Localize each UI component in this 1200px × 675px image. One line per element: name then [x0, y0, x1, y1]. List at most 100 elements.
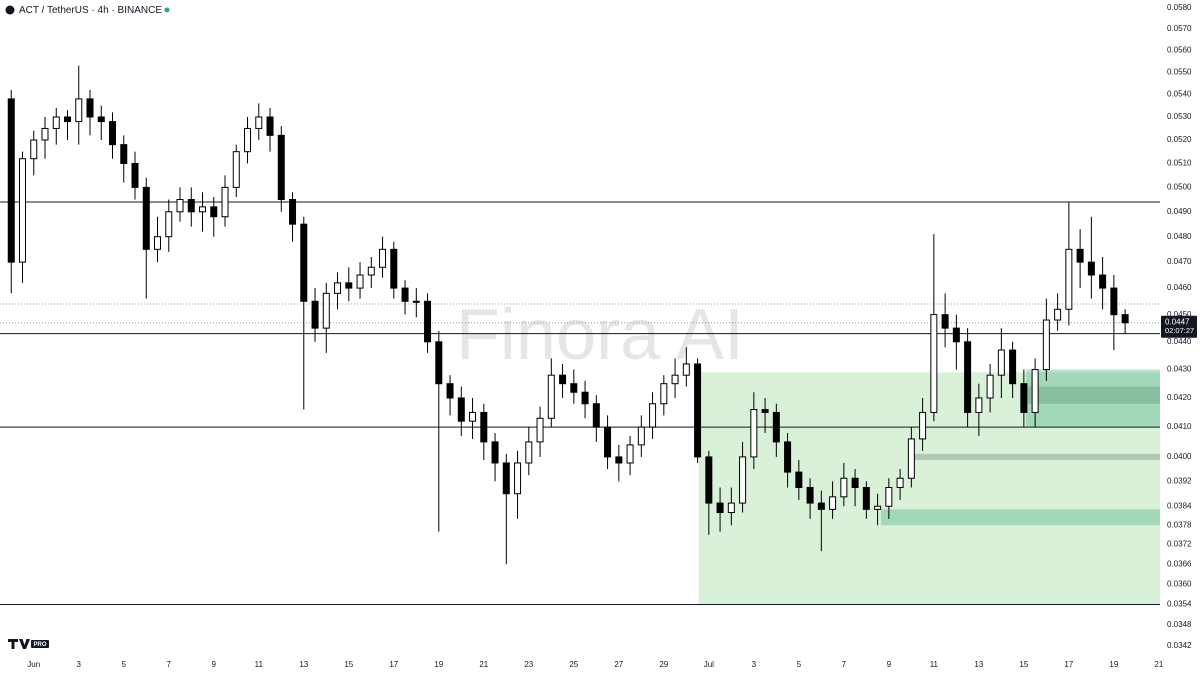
candle-body	[221, 186, 229, 218]
last-price-box	[1161, 315, 1197, 338]
candle-body	[412, 300, 420, 303]
candle-body	[817, 502, 825, 510]
candle-body	[86, 98, 94, 118]
candle-body	[761, 409, 769, 413]
x-tick-label: 19	[434, 660, 443, 669]
x-tick-label: 11	[930, 660, 939, 669]
candle-body	[862, 486, 870, 510]
x-tick-label: 29	[659, 660, 668, 669]
candle-body	[694, 363, 702, 458]
candle-body	[750, 409, 758, 458]
candle-body	[7, 98, 15, 263]
y-tick-label: 0.0372	[1167, 540, 1192, 549]
candle-body	[75, 98, 83, 123]
candle-body	[795, 471, 803, 488]
zone	[1026, 386, 1160, 404]
x-tick-label: 17	[389, 660, 398, 669]
candle-body	[1099, 274, 1107, 289]
candle-body	[401, 287, 409, 302]
candle-body	[514, 462, 522, 495]
candles	[7, 65, 1129, 565]
candle-body	[1110, 287, 1118, 316]
x-tick-label: 3	[77, 660, 82, 669]
y-tick-label: 0.0530	[1167, 112, 1192, 121]
candle-body	[289, 199, 297, 225]
candle-body	[851, 477, 859, 488]
candle-body	[109, 121, 117, 146]
x-tick-label: 27	[614, 660, 623, 669]
candle-body	[300, 223, 308, 302]
watermark: Finora AI	[456, 295, 744, 375]
candle-body	[176, 199, 184, 213]
candle-body	[649, 403, 657, 428]
candle-body	[154, 236, 162, 250]
candle-body	[345, 282, 353, 289]
candle-body	[1054, 308, 1062, 321]
candle-body	[581, 391, 589, 405]
candle-body	[975, 397, 983, 413]
candle-body	[1031, 369, 1039, 413]
candle-body	[379, 248, 387, 268]
candle-body	[615, 456, 623, 464]
candle-body	[896, 477, 904, 488]
candle-body	[626, 444, 634, 464]
zone	[912, 453, 1160, 460]
candle-body	[334, 282, 342, 294]
candle-body	[277, 134, 285, 201]
y-tick-label: 0.0490	[1167, 207, 1192, 216]
candle-body	[120, 144, 128, 164]
zone	[1026, 369, 1160, 428]
candle-body	[671, 374, 679, 385]
candle-body	[829, 496, 837, 510]
x-tick-label: 3	[752, 660, 757, 669]
candle-body	[367, 266, 375, 276]
candle-body	[964, 341, 972, 413]
x-tick-label: 7	[167, 660, 172, 669]
candle-body	[784, 441, 792, 473]
candle-body	[547, 374, 555, 419]
candle-body	[660, 383, 668, 405]
y-tick-label: 0.0400	[1167, 452, 1192, 461]
x-tick-label: 13	[299, 660, 308, 669]
logo-badge: PRO	[33, 642, 46, 648]
candle-body	[907, 438, 915, 479]
candle-body	[919, 411, 927, 440]
y-tick-label: 0.0430	[1167, 365, 1192, 374]
candle-body	[424, 300, 432, 343]
x-tick-label: 5	[797, 660, 802, 669]
logo: PRO	[8, 639, 49, 649]
candle-body	[536, 417, 544, 443]
x-tick-label: Jun	[27, 660, 40, 669]
candle-body	[142, 186, 150, 250]
y-tick-label: 0.0392	[1167, 476, 1192, 485]
y-tick-label: 0.0570	[1167, 24, 1192, 33]
candle-body	[502, 462, 510, 495]
candle-body	[41, 127, 49, 141]
candle-body	[705, 456, 713, 504]
y-tick-label: 0.0410	[1167, 422, 1192, 431]
x-tick-label: 7	[842, 660, 847, 669]
x-tick-label: Jul	[704, 660, 714, 669]
candle-body	[255, 116, 263, 129]
candle-body	[457, 397, 465, 422]
zone	[880, 509, 1160, 526]
candle-body	[637, 426, 645, 446]
x-tick-label: 9	[212, 660, 217, 669]
candle-body	[266, 116, 274, 136]
y-tick-label: 0.0348	[1167, 620, 1192, 629]
candle-body	[356, 274, 364, 289]
x-tick-label: 19	[1109, 660, 1118, 669]
zone	[698, 372, 1160, 605]
candle-body	[64, 116, 72, 123]
candle-body	[1020, 383, 1028, 413]
candle-body	[1009, 349, 1017, 385]
x-tick-label: 21	[479, 660, 488, 669]
x-tick-label: 23	[524, 660, 533, 669]
x-tick-label: 9	[887, 660, 892, 669]
candle-body	[435, 341, 443, 385]
candle-body	[322, 292, 330, 329]
y-tick-label: 0.0440	[1167, 337, 1192, 346]
candle-body	[930, 314, 938, 413]
y-tick-label: 0.0342	[1167, 641, 1192, 650]
